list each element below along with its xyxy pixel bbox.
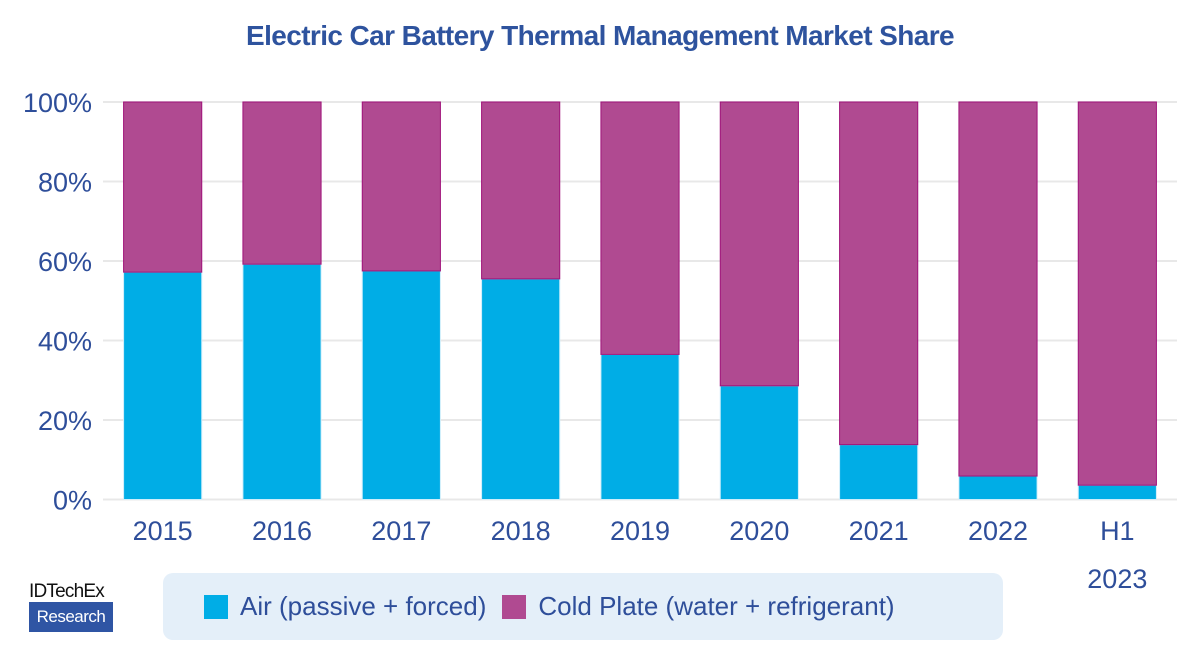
bar-cold-plate bbox=[481, 101, 561, 280]
legend-swatch-air bbox=[204, 594, 228, 619]
legend-label-air: Air (passive + forced) bbox=[240, 591, 487, 621]
bar-cold-plate bbox=[600, 101, 680, 355]
y-tick-label: 0% bbox=[53, 486, 92, 516]
y-tick-label: 80% bbox=[38, 168, 92, 198]
x-tick-label: 2023 bbox=[1087, 564, 1147, 594]
legend-swatch-cold-plate bbox=[502, 594, 527, 619]
bar-air bbox=[481, 278, 561, 501]
y-tick-label: 40% bbox=[38, 327, 92, 357]
legend-label-cold-plate: Cold Plate (water + refrigerant) bbox=[538, 591, 895, 621]
bar-cold-plate bbox=[361, 101, 441, 272]
bar-cold-plate bbox=[958, 101, 1038, 477]
y-tick-label: 60% bbox=[38, 247, 92, 277]
legend-item-air: Air (passive + forced) bbox=[204, 591, 486, 622]
x-tick-label: 2015 bbox=[133, 516, 193, 546]
legend-item-cold-plate: Cold Plate (water + refrigerant) bbox=[502, 591, 895, 622]
bar-air bbox=[839, 444, 919, 500]
bar-cold-plate bbox=[839, 101, 919, 446]
x-tick-label: H1 bbox=[1100, 516, 1135, 546]
x-tick-label: 2017 bbox=[371, 516, 431, 546]
bar-air bbox=[242, 263, 322, 500]
bar-cold-plate bbox=[123, 101, 203, 273]
bar-air bbox=[1077, 484, 1157, 501]
x-tick-label: 2022 bbox=[968, 516, 1028, 546]
x-tick-label: 2021 bbox=[849, 516, 909, 546]
bar-cold-plate bbox=[1077, 101, 1157, 486]
chart-title: Electric Car Battery Thermal Management … bbox=[246, 20, 955, 51]
x-tick-label: 2016 bbox=[252, 516, 312, 546]
bar-air bbox=[958, 475, 1038, 500]
x-tick-label: 2018 bbox=[491, 516, 551, 546]
y-tick-label: 100% bbox=[23, 88, 92, 118]
logo-wordmark: IDTechEx bbox=[29, 581, 105, 602]
bar-air bbox=[361, 270, 441, 500]
bar-air bbox=[600, 353, 680, 500]
idtechex-logo: IDTechEx Research bbox=[29, 581, 113, 632]
logo-research-badge: Research bbox=[29, 602, 113, 632]
bars bbox=[123, 101, 1157, 501]
x-tick-label: 2020 bbox=[729, 516, 789, 546]
x-axis: 2015 2016 2017 2018 2019 2020 2021 2022 H1 2023 bbox=[133, 516, 1148, 594]
x-tick-label: 2019 bbox=[610, 516, 670, 546]
y-tick-label: 20% bbox=[38, 406, 92, 436]
y-axis: 0% 20% 40% 60% 80% 100% bbox=[23, 88, 92, 516]
bar-air bbox=[123, 271, 203, 500]
bar-air bbox=[719, 385, 799, 500]
bar-cold-plate bbox=[719, 101, 799, 387]
bar-cold-plate bbox=[242, 101, 322, 265]
legend: Air (passive + forced) Cold Plate (water… bbox=[163, 573, 1003, 640]
